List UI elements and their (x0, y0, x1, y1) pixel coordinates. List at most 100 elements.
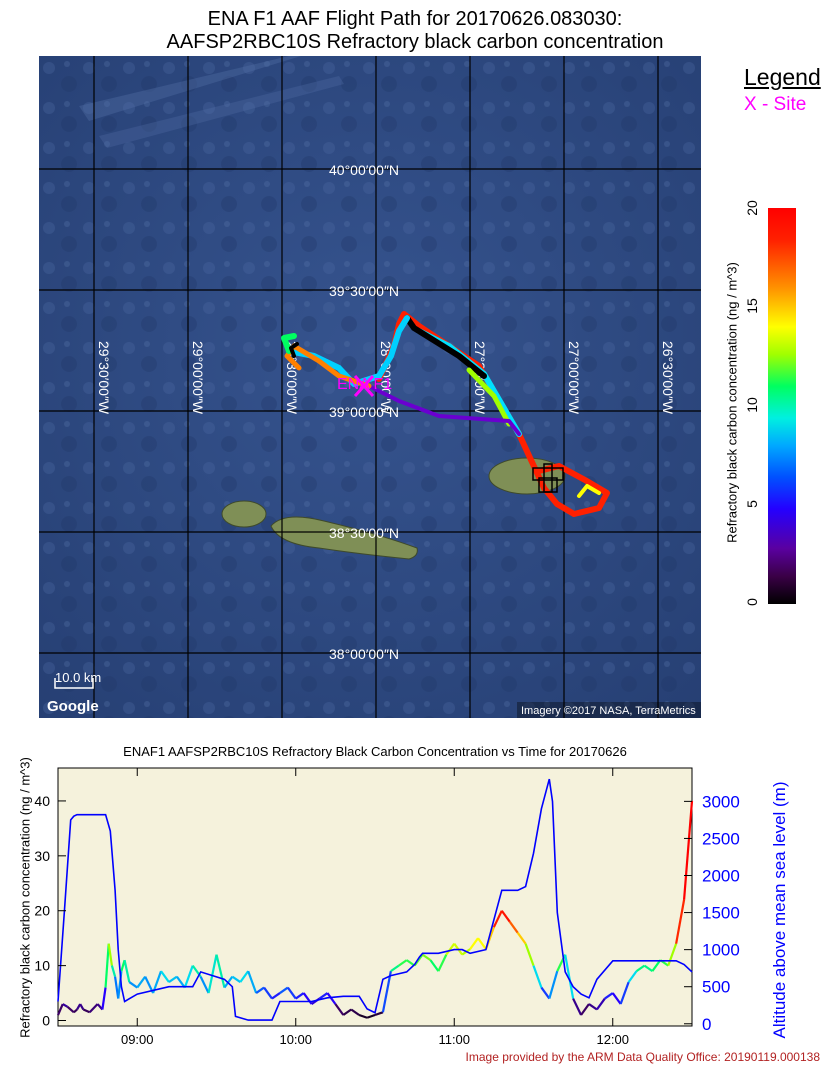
ridge-feature (79, 56, 301, 121)
left-y-axis-label: Refractory black carbon concentration (n… (17, 757, 33, 1038)
concentration-segment (548, 970, 559, 999)
concentration-segment (334, 1003, 345, 1016)
concentration-segment (358, 1013, 368, 1019)
colorbar-label: Refractory black carbon concentration (n… (724, 262, 740, 543)
concentration-segment (350, 1008, 360, 1016)
concentration-segment (128, 981, 138, 989)
lat-label: 40°00′00″N (329, 162, 399, 178)
timeseries-title: ENAF1 AAFSP2RBC10S Refractory Black Carb… (123, 744, 627, 759)
concentration-segment (263, 986, 273, 1000)
site-x-icon (353, 374, 375, 398)
concentration-segment (215, 954, 226, 988)
y-tick-label: 10 (34, 958, 50, 974)
satellite-map[interactable]: 40°00′00″N 39°30′00″N 39°00′00″N 38°30′0… (39, 56, 701, 718)
concentration-segment (168, 975, 178, 983)
timeseries-chart: 09:00 10:00 11:00 12:00 0 10 20 30 40 0 500 1000 150… (34, 767, 740, 1047)
concentration-segment (390, 964, 400, 973)
google-logo[interactable]: Google (47, 698, 99, 715)
concentration-segment (667, 943, 678, 966)
concentration-segment (207, 954, 218, 994)
concentration-series (56, 800, 694, 1019)
flight-path (281, 311, 610, 517)
lon-label: 26°30′00″W (660, 341, 676, 415)
island-sao-jorge (270, 516, 418, 560)
plot-area (57, 767, 693, 1027)
concentration-segment (255, 986, 265, 994)
concentration-segment (326, 992, 337, 1005)
colorbar-tick: 5 (744, 500, 760, 508)
altitude-line (57, 778, 693, 1021)
y2-tick-label: 0 (702, 1015, 711, 1034)
lon-label: 29°30′00″W (96, 341, 112, 415)
concentration-segment (682, 800, 694, 900)
island-graciosa (221, 500, 267, 528)
colorbar (768, 208, 796, 604)
lon-label: 27°00′00″W (566, 341, 582, 415)
concentration-segment (516, 932, 527, 945)
concentration-segment (199, 976, 210, 994)
concentration-segment (540, 986, 551, 1000)
concentration-segment (580, 1003, 590, 1016)
map-gridlines (39, 56, 701, 718)
credit-bg (517, 702, 701, 718)
lat-labels: 40°00′00″N 39°30′00″N 39°00′00″N 38°30′0… (329, 162, 399, 662)
concentration-segment (604, 992, 614, 1000)
legend-title: Legend (744, 64, 821, 90)
y-tick-label: 40 (34, 793, 50, 809)
concentration-segment (572, 998, 583, 1016)
colorbar-tick: 15 (744, 298, 760, 314)
site-marker[interactable]: ENA F1 (337, 374, 392, 398)
map-svg: 40°00′00″N 39°30′00″N 39°00′00″N 38°30′0… (39, 56, 701, 718)
concentration-segment (532, 965, 543, 988)
concentration-segment (183, 965, 194, 988)
imagery-credit: Imagery ©2017 NASA, TerraMetrics (521, 705, 696, 717)
lat-label: 38°30′00″N (329, 525, 399, 541)
concentration-segment (643, 964, 654, 973)
concentration-segment (110, 965, 117, 977)
concentration-segment (398, 959, 408, 967)
y2-tick-label: 2500 (702, 829, 740, 848)
concentration-segment (366, 1013, 376, 1019)
concentration-segment (445, 943, 456, 956)
scale-label: 10.0 km (55, 670, 101, 685)
concentration-segment (596, 997, 606, 1011)
y2-tick-label: 1500 (702, 904, 740, 923)
concentration-segment (627, 970, 638, 983)
lat-label: 38°00′00″N (329, 646, 399, 662)
concentration-segment (374, 1011, 384, 1017)
lat-label: 39°30′00″N (329, 283, 399, 299)
concentration-segment (104, 943, 110, 988)
concentration-segment (619, 981, 630, 1005)
concentration-segment (79, 1003, 85, 1011)
concentration-segment (651, 959, 662, 972)
island-terceira (488, 457, 566, 495)
x-tick-label: 12:00 (596, 1032, 629, 1047)
concentration-segment (500, 910, 511, 923)
concentration-segment (160, 970, 170, 983)
concentration-segment (271, 992, 281, 1000)
axes: 09:00 10:00 11:00 12:00 0 10 20 30 40 0 500 1000 150… (34, 768, 740, 1047)
concentration-segment (381, 970, 392, 1013)
concentration-segment (588, 1003, 598, 1011)
concentration-segment (101, 987, 107, 1010)
map-title-line-1: ENA F1 AAF Flight Path for 20170626.0830… (207, 8, 623, 30)
y-tick-label: 0 (42, 1013, 50, 1029)
concentration-segment (88, 1003, 99, 1014)
concentration-segment (469, 937, 479, 950)
concentration-segment (342, 1008, 352, 1016)
concentration-segment (62, 1003, 69, 1008)
concentration-segment (429, 959, 440, 972)
concentration-segment (175, 975, 186, 989)
y2-tick-label: 500 (702, 978, 730, 997)
ridge-feature (99, 76, 344, 148)
x-tick-label: 10:00 (279, 1032, 312, 1047)
concentration-segment (107, 943, 113, 966)
concentration-segment (136, 975, 147, 989)
concentration-segment (56, 1003, 64, 1016)
lon-labels: 29°30′00″W 29°00′00″W 28°30′00″W 28°00′0… (96, 341, 676, 415)
concentration-segment (421, 953, 432, 962)
map-title-line-2: AAFSP2RBC10S Refractory black carbon con… (166, 31, 664, 53)
y-tick-label: 20 (34, 903, 50, 919)
concentration-segment (73, 1008, 78, 1014)
credit-text: Image provided by the ARM Data Quality O… (465, 1050, 820, 1064)
